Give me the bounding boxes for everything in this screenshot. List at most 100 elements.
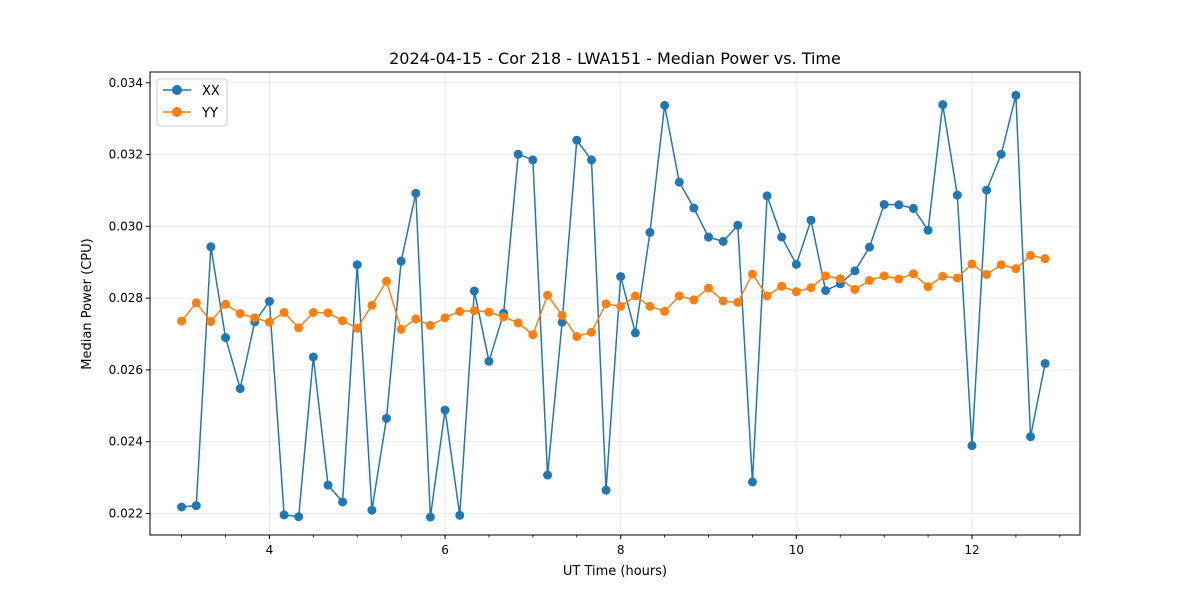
data-point-yy (1011, 264, 1021, 274)
data-point-xx (557, 317, 567, 327)
data-point-yy (747, 269, 757, 279)
data-point-yy (294, 323, 304, 333)
data-point-xx (879, 199, 889, 209)
data-point-yy (557, 310, 567, 320)
x-axis-label: UT Time (hours) (563, 564, 667, 579)
data-point-yy (601, 299, 611, 309)
data-point-xx (733, 220, 743, 230)
data-point-xx (396, 256, 406, 266)
data-point-xx (221, 333, 231, 343)
data-point-yy (440, 313, 450, 323)
x-axis: 4 6 8 10 12 (181, 535, 1061, 557)
data-point-yy (982, 269, 992, 279)
data-point-yy (674, 291, 684, 301)
data-point-yy (791, 287, 801, 297)
data-point-xx (952, 190, 962, 200)
data-point-yy (352, 323, 362, 333)
data-point-yy (484, 307, 494, 317)
data-point-yy (938, 271, 948, 281)
data-point-xx (279, 510, 289, 520)
data-point-yy (777, 281, 787, 291)
data-point-yy (250, 313, 260, 323)
data-point-xx (747, 477, 757, 487)
data-point-yy (367, 300, 377, 310)
data-point-yy (616, 301, 626, 311)
data-point-yy (923, 282, 933, 292)
data-point-yy (908, 269, 918, 279)
data-point-xx (674, 177, 684, 187)
data-point-xx (630, 328, 640, 338)
data-point-xx (469, 286, 479, 296)
data-point-yy (1040, 254, 1050, 264)
data-point-xx (338, 497, 348, 507)
data-point-yy (191, 298, 201, 308)
data-point-xx (777, 232, 787, 242)
data-point-xx (704, 232, 714, 242)
data-point-xx (1040, 358, 1050, 368)
data-point-yy (308, 307, 318, 317)
data-point-yy (660, 306, 670, 316)
data-point-xx (323, 480, 333, 490)
y-tick-label: 0.024 (109, 435, 143, 449)
data-point-xx (762, 191, 772, 201)
y-tick-label: 0.032 (109, 148, 143, 162)
data-point-yy (586, 327, 596, 337)
data-point-xx (689, 203, 699, 213)
data-point-yy (952, 273, 962, 283)
data-point-yy (879, 271, 889, 281)
data-point-yy (425, 320, 435, 330)
data-point-xx (177, 502, 187, 512)
data-point-xx (791, 259, 801, 269)
data-point-xx (264, 296, 274, 306)
x-tick-label: 6 (441, 543, 449, 557)
data-point-yy (850, 285, 860, 295)
data-point-xx (718, 236, 728, 246)
data-point-xx (586, 155, 596, 165)
data-point-xx (850, 266, 860, 276)
data-point-xx (352, 260, 362, 270)
data-point-yy (806, 283, 816, 293)
y-tick-label: 0.022 (109, 506, 143, 520)
data-point-xx (425, 512, 435, 522)
data-point-yy (469, 306, 479, 316)
data-point-yy (499, 312, 509, 322)
data-point-xx (381, 413, 391, 423)
data-point-xx (235, 384, 245, 394)
y-tick-label: 0.034 (109, 76, 143, 90)
data-point-xx (806, 215, 816, 225)
data-point-yy (513, 318, 523, 328)
legend-xx-marker (172, 85, 182, 95)
data-point-yy (1026, 250, 1036, 260)
data-point-xx (411, 188, 421, 198)
data-point-xx (967, 441, 977, 451)
data-point-xx (616, 272, 626, 282)
data-point-yy (338, 316, 348, 326)
data-point-yy (323, 308, 333, 318)
data-point-xx (484, 356, 494, 366)
series-yy (177, 250, 1050, 342)
x-tick-label: 12 (964, 543, 979, 557)
data-point-yy (264, 317, 274, 327)
data-point-xx (996, 149, 1006, 159)
data-point-yy (396, 324, 406, 334)
data-point-yy (279, 307, 289, 317)
data-point-xx (440, 405, 450, 415)
data-point-yy (528, 330, 538, 340)
y-axis-label: Median Power (CPU) (80, 238, 95, 369)
data-point-yy (235, 309, 245, 319)
y-axis: 0.022 0.024 0.026 0.028 0.030 0.032 0.034 (109, 76, 150, 520)
x-tick-label: 4 (266, 543, 274, 557)
data-point-xx (894, 200, 904, 210)
data-point-xx (1011, 90, 1021, 100)
data-point-yy (821, 271, 831, 281)
series-layer (177, 90, 1050, 522)
data-point-xx (294, 512, 304, 522)
data-point-yy (630, 291, 640, 301)
data-point-xx (864, 242, 874, 252)
data-point-yy (455, 306, 465, 316)
legend-yy-marker (172, 107, 182, 117)
data-point-xx (191, 501, 201, 511)
data-point-yy (864, 276, 874, 286)
x-tick-label: 10 (789, 543, 804, 557)
